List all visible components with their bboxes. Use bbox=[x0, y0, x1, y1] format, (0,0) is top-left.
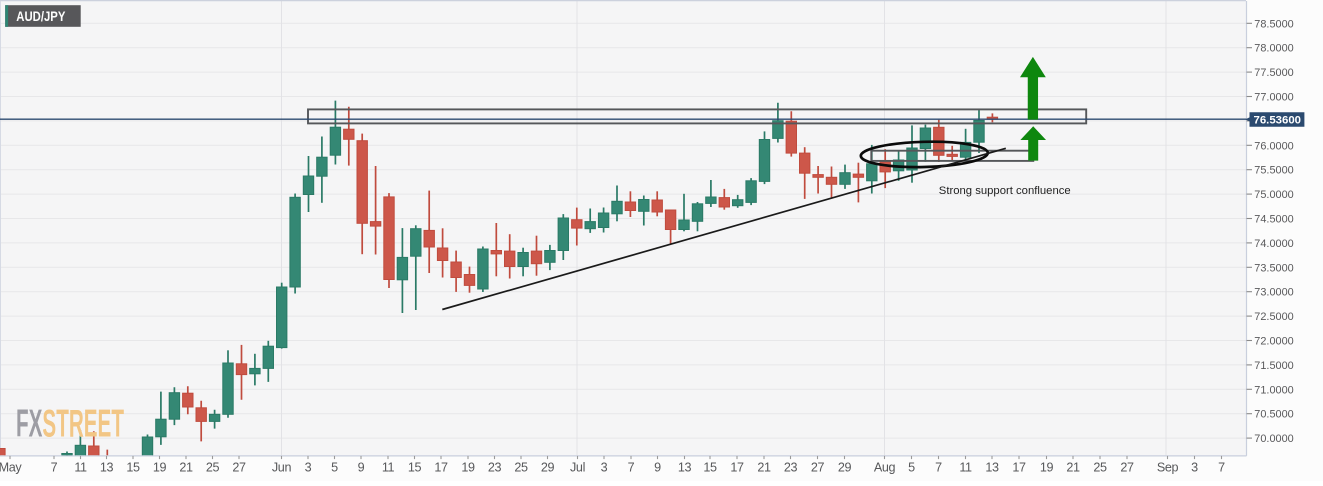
svg-text:75.5000: 75.5000 bbox=[1254, 165, 1293, 177]
svg-text:7: 7 bbox=[628, 461, 635, 475]
svg-text:73.5000: 73.5000 bbox=[1254, 262, 1293, 274]
svg-text:19: 19 bbox=[1040, 461, 1054, 475]
svg-text:Strong support confluence: Strong support confluence bbox=[939, 185, 1071, 197]
svg-text:70.5000: 70.5000 bbox=[1254, 409, 1293, 421]
svg-text:9: 9 bbox=[358, 461, 365, 475]
svg-text:27: 27 bbox=[1120, 461, 1134, 475]
svg-text:13: 13 bbox=[100, 461, 114, 475]
svg-text:15: 15 bbox=[408, 461, 422, 475]
svg-text:11: 11 bbox=[382, 461, 395, 475]
svg-text:Jul: Jul bbox=[570, 461, 585, 475]
svg-text:3: 3 bbox=[305, 461, 312, 475]
svg-text:71.0000: 71.0000 bbox=[1254, 384, 1293, 396]
svg-text:13: 13 bbox=[985, 461, 999, 475]
svg-text:27: 27 bbox=[811, 461, 825, 475]
svg-text:17: 17 bbox=[730, 461, 744, 475]
svg-text:75.0000: 75.0000 bbox=[1254, 189, 1293, 201]
svg-text:Jun: Jun bbox=[272, 461, 292, 475]
svg-text:AUD/JPY: AUD/JPY bbox=[16, 9, 66, 24]
svg-text:5: 5 bbox=[908, 461, 915, 475]
svg-text:19: 19 bbox=[461, 461, 475, 475]
svg-text:3: 3 bbox=[1191, 461, 1198, 475]
svg-text:11: 11 bbox=[959, 461, 972, 475]
svg-text:78.5000: 78.5000 bbox=[1254, 18, 1293, 30]
svg-text:13: 13 bbox=[678, 461, 692, 475]
svg-text:21: 21 bbox=[179, 461, 193, 475]
svg-text:25: 25 bbox=[1093, 461, 1107, 475]
svg-text:7: 7 bbox=[51, 461, 58, 475]
svg-text:19: 19 bbox=[153, 461, 167, 475]
svg-text:7: 7 bbox=[935, 461, 942, 475]
svg-text:73.0000: 73.0000 bbox=[1254, 287, 1293, 299]
svg-text:15: 15 bbox=[703, 461, 717, 475]
svg-text:23: 23 bbox=[784, 461, 798, 475]
svg-text:72.0000: 72.0000 bbox=[1254, 336, 1293, 348]
svg-text:11: 11 bbox=[74, 461, 87, 475]
svg-text:76.0000: 76.0000 bbox=[1254, 140, 1293, 152]
svg-text:74.5000: 74.5000 bbox=[1254, 214, 1293, 226]
svg-text:25: 25 bbox=[514, 461, 528, 475]
svg-text:Sep: Sep bbox=[1157, 461, 1179, 475]
svg-text:74.0000: 74.0000 bbox=[1254, 238, 1293, 250]
svg-text:70.0000: 70.0000 bbox=[1254, 433, 1293, 445]
svg-text:71.5000: 71.5000 bbox=[1254, 360, 1293, 372]
svg-text:77.0000: 77.0000 bbox=[1254, 92, 1293, 104]
svg-text:3: 3 bbox=[601, 461, 608, 475]
svg-text:FXSTREET: FXSTREET bbox=[16, 402, 124, 446]
svg-text:25: 25 bbox=[206, 461, 220, 475]
svg-text:23: 23 bbox=[488, 461, 502, 475]
svg-text:78.0000: 78.0000 bbox=[1254, 43, 1293, 55]
svg-text:17: 17 bbox=[434, 461, 448, 475]
svg-text:Aug: Aug bbox=[874, 461, 896, 475]
svg-text:29: 29 bbox=[838, 461, 852, 475]
svg-text:21: 21 bbox=[757, 461, 771, 475]
svg-text:17: 17 bbox=[1012, 461, 1026, 475]
svg-text:77.5000: 77.5000 bbox=[1254, 67, 1293, 79]
svg-text:21: 21 bbox=[1066, 461, 1080, 475]
svg-text:7: 7 bbox=[1218, 461, 1225, 475]
svg-text:72.5000: 72.5000 bbox=[1254, 311, 1293, 323]
svg-text:76.53600: 76.53600 bbox=[1254, 115, 1302, 127]
svg-text:15: 15 bbox=[126, 461, 140, 475]
svg-text:27: 27 bbox=[232, 461, 246, 475]
svg-text:May: May bbox=[0, 461, 22, 475]
svg-text:29: 29 bbox=[541, 461, 555, 475]
svg-text:5: 5 bbox=[331, 461, 338, 475]
svg-text:9: 9 bbox=[654, 461, 661, 475]
